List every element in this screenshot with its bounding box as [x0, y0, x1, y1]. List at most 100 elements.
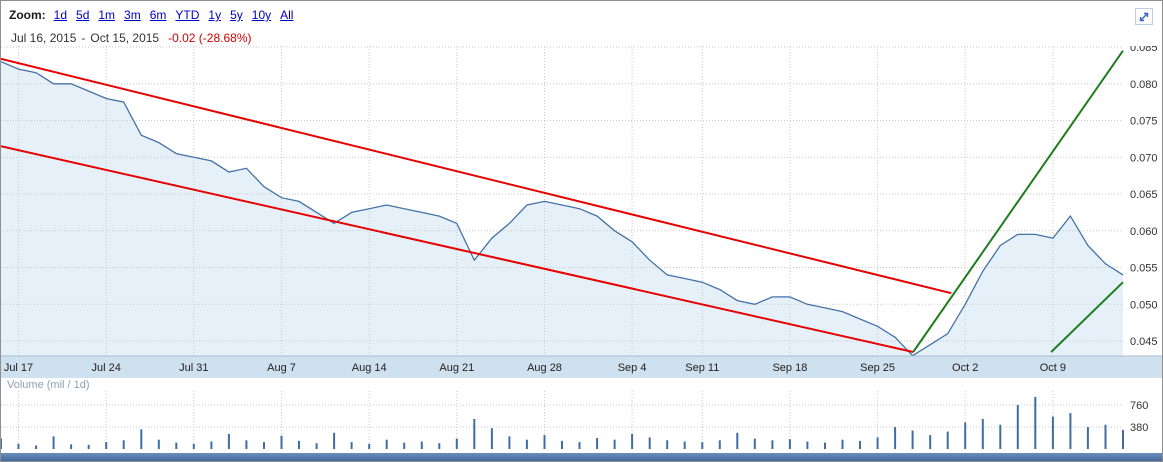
volume-label: Volume (mil / 1d)	[7, 378, 90, 391]
start-date: Jul 16, 2015	[11, 30, 77, 45]
zoom-link-6m[interactable]: 6m	[149, 8, 167, 22]
zoom-link-1d[interactable]: 1d	[53, 8, 68, 22]
zoom-link-ytd[interactable]: YTD	[175, 8, 200, 22]
x-axis-label: Oct 9	[1040, 362, 1066, 374]
volume-bar	[911, 430, 914, 449]
volume-bar	[245, 440, 248, 449]
volume-bar	[999, 424, 1002, 449]
volume-bar	[455, 438, 458, 449]
volume-bar	[333, 432, 336, 449]
price-change: -0.02 (-28.68%)	[168, 30, 252, 45]
x-axis-label: Jul 31	[179, 362, 208, 374]
volume-bar	[227, 433, 230, 449]
volume-bar	[894, 427, 897, 449]
x-axis-label: Aug 7	[267, 362, 296, 374]
y-axis-label: 0.085	[1130, 46, 1158, 54]
volume-bar	[1104, 424, 1107, 449]
zoom-link-5y[interactable]: 5y	[230, 8, 243, 22]
bottom-axis-bar	[1, 453, 1162, 461]
volume-chart-canvas[interactable]: 760 380	[1, 391, 1162, 453]
y-axis-label: 0.070	[1130, 152, 1158, 164]
trendline-red-lower	[1, 145, 914, 353]
volume-bar	[1122, 429, 1124, 449]
volume-bar	[981, 418, 984, 449]
volume-bar	[122, 440, 125, 449]
volume-bar	[210, 441, 213, 449]
x-axis-label: Sep 4	[618, 362, 647, 374]
zoom-link-all[interactable]: All	[280, 8, 294, 22]
volume-bar	[1, 438, 2, 449]
volume-bar	[596, 438, 599, 449]
volume-bar	[736, 432, 739, 449]
x-axis-label: Aug 21	[439, 362, 474, 374]
volume-bar	[473, 418, 476, 449]
x-axis-band	[1, 356, 1162, 378]
volume-bar	[508, 436, 511, 449]
expand-arrows-icon	[1139, 12, 1149, 21]
volume-bar	[438, 443, 441, 449]
volume-bar	[631, 433, 634, 449]
x-axis-label: Sep 18	[772, 362, 807, 374]
volume-bar	[876, 437, 879, 449]
y-axis-label: 0.045	[1130, 336, 1158, 348]
expand-chart-icon[interactable]	[1135, 8, 1153, 25]
trendline-green-steep	[912, 50, 1124, 353]
x-axis-label: Aug 14	[352, 362, 387, 374]
volume-bar	[929, 435, 932, 449]
date-range-row: Jul 16, 2015 - Oct 15, 2015 -0.02 (-28.6…	[1, 29, 1162, 46]
volume-bar	[490, 428, 493, 449]
zoom-link-3m[interactable]: 3m	[124, 8, 141, 22]
volume-bar	[350, 442, 353, 449]
price-area-fill	[1, 61, 1123, 356]
volume-bar	[648, 437, 651, 449]
volume-bar	[17, 443, 20, 449]
volume-bar	[613, 439, 616, 449]
volume-bar	[35, 445, 38, 449]
price-chart-canvas[interactable]: Jul 17 Jul 24 Jul 31 Aug 7 Aug 14 Aug 21 Aug 2…	[1, 46, 1162, 378]
y-axis-label: 0.060	[1130, 226, 1158, 238]
volume-bar	[52, 436, 55, 449]
zoom-toolbar: Zoom: 1d 5d 1m 3m 6m YTD 1y 5y 10y All	[1, 1, 1162, 29]
zoom-label: Zoom:	[9, 8, 46, 22]
volume-bar	[315, 443, 318, 449]
volume-bar	[666, 440, 669, 449]
volume-bar	[824, 442, 826, 449]
zoom-link-5d[interactable]: 5d	[76, 8, 90, 22]
volume-bar	[859, 440, 861, 449]
volume-bar	[1069, 413, 1072, 449]
volume-bar	[683, 441, 686, 449]
end-date: Oct 15, 2015	[90, 30, 160, 45]
volume-bar	[70, 444, 73, 449]
zoom-link-10y[interactable]: 10y	[251, 8, 272, 22]
volume-bar	[368, 443, 371, 449]
volume-bar	[157, 439, 160, 449]
volume-bar	[420, 441, 423, 449]
y-axis-label: 0.075	[1130, 116, 1158, 128]
trendline-red-upper	[1, 57, 952, 295]
volume-bar	[701, 442, 704, 449]
volume-bar	[806, 441, 809, 449]
volume-bar	[964, 422, 967, 449]
volume-bar	[192, 443, 195, 449]
volume-bar	[280, 435, 283, 449]
x-axis-label: Jul 17	[4, 362, 33, 374]
volume-bar	[561, 440, 563, 449]
zoom-link-1m[interactable]: 1m	[98, 8, 116, 22]
trendline-green-shallow	[1050, 281, 1124, 353]
x-axis-label: Oct 2	[952, 362, 978, 374]
volume-bar	[385, 439, 388, 449]
volume-bar	[1051, 416, 1054, 449]
volume-bar	[403, 442, 406, 449]
volume-bar	[578, 442, 581, 449]
y-axis-label: 0.055	[1130, 263, 1158, 275]
volume-bar	[1034, 396, 1037, 449]
volume-bar	[543, 435, 546, 449]
volume-bar	[1086, 427, 1089, 449]
volume-bar	[298, 440, 300, 449]
zoom-link-1y[interactable]: 1y	[208, 8, 222, 22]
volume-axis-label: 760	[1130, 400, 1148, 412]
volume-axis-label: 380	[1130, 422, 1148, 434]
date-separator: -	[81, 30, 86, 45]
volume-bar	[140, 429, 143, 449]
